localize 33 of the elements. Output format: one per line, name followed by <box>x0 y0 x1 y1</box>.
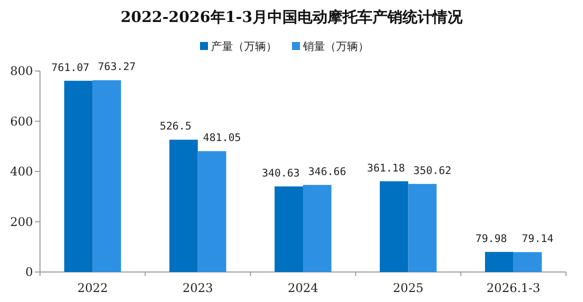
bar <box>408 184 437 272</box>
data-label: 481.05 <box>203 132 241 144</box>
data-label: 526.5 <box>160 120 192 133</box>
x-tick-label: 2023 <box>182 281 214 295</box>
x-tick-label: 2026.1-3 <box>486 281 540 295</box>
x-tick-label: 2022 <box>77 281 108 295</box>
y-tick-label: 800 <box>10 64 33 78</box>
data-label: 79.14 <box>522 233 554 246</box>
data-label: 761.07 <box>51 62 90 74</box>
data-label: 763.27 <box>98 61 136 74</box>
x-tick-label: 2025 <box>392 281 424 295</box>
bar <box>92 80 122 272</box>
x-tick-label: 2024 <box>288 281 319 295</box>
y-tick-label: 600 <box>10 114 33 128</box>
data-label: 350.62 <box>413 164 452 177</box>
bar <box>169 140 198 272</box>
chart-title: 2022-2026年1-3月中国电动摩托车产销统计情况 <box>120 8 464 26</box>
y-tick-label: 200 <box>10 214 33 229</box>
legend-label: 销量（万辆） <box>302 40 369 53</box>
bar <box>274 186 303 272</box>
bar <box>303 184 332 272</box>
data-label: 361.18 <box>367 162 405 174</box>
bar <box>513 252 542 272</box>
bar <box>484 252 514 272</box>
data-label: 79.98 <box>475 232 508 245</box>
y-tick-label: 400 <box>10 164 33 178</box>
data-label: 346.66 <box>308 166 346 178</box>
bar <box>198 151 226 272</box>
y-tick-label: 0 <box>25 265 33 279</box>
legend-label: 产量（万辆） <box>211 40 277 53</box>
bar <box>64 80 93 272</box>
data-label: 340.63 <box>262 167 300 180</box>
bar <box>380 181 408 272</box>
